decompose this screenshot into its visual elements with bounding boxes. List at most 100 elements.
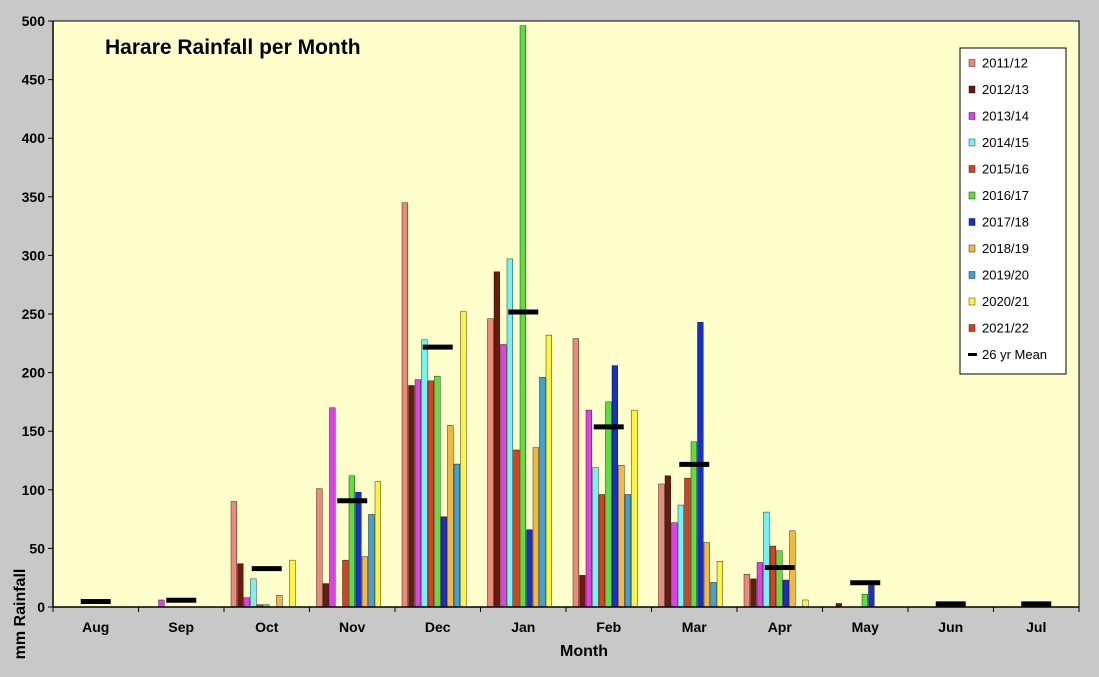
x-tick-label: Jan xyxy=(511,619,535,635)
bar xyxy=(158,599,165,608)
bar xyxy=(750,578,757,608)
bar xyxy=(526,529,533,608)
legend-label: 2012/13 xyxy=(982,82,1029,97)
y-tick-label: 450 xyxy=(22,72,46,88)
y-tick-label: 350 xyxy=(22,189,46,205)
bar xyxy=(447,425,454,608)
x-tick-label: Apr xyxy=(768,619,793,635)
legend-label: 2020/21 xyxy=(982,294,1029,309)
bar xyxy=(355,491,362,608)
legend-swatch xyxy=(968,297,976,306)
legend-swatch xyxy=(968,112,976,120)
bar xyxy=(677,504,684,608)
y-tick-label: 50 xyxy=(29,540,45,556)
legend-swatch xyxy=(968,59,976,67)
legend-label: 2017/18 xyxy=(982,215,1029,230)
bar xyxy=(230,501,237,608)
bar xyxy=(237,563,244,608)
x-tick-label: Sep xyxy=(168,619,194,635)
bar xyxy=(532,447,539,608)
bar xyxy=(401,202,408,608)
legend-swatch xyxy=(968,85,976,94)
bar xyxy=(440,516,447,608)
legend-swatch xyxy=(968,138,976,147)
bar xyxy=(618,464,625,608)
bar xyxy=(782,579,789,608)
bar xyxy=(703,542,710,608)
bar xyxy=(592,467,599,608)
x-axis: Aug Sep Oct Nov Dec Jan Feb Mar Apr May Jun Jul xyxy=(52,607,1080,635)
bar xyxy=(513,449,520,608)
legend-swatch xyxy=(968,218,976,226)
bar xyxy=(421,339,428,608)
x-tick-label: May xyxy=(852,619,879,635)
bar xyxy=(598,494,605,608)
y-tick-label: 0 xyxy=(37,599,45,615)
x-tick-label: Nov xyxy=(339,619,366,635)
bar xyxy=(348,475,355,608)
bar xyxy=(493,271,500,608)
legend-swatch xyxy=(968,271,976,279)
bar xyxy=(756,562,763,608)
bar xyxy=(710,582,717,608)
bar xyxy=(434,375,441,608)
bar xyxy=(539,377,546,608)
x-tick-label: Dec xyxy=(425,619,451,635)
bar xyxy=(316,488,323,608)
bar xyxy=(414,379,421,608)
y-tick-label: 250 xyxy=(22,306,46,322)
bar xyxy=(276,595,283,608)
bar xyxy=(861,593,868,608)
bar xyxy=(368,514,375,608)
legend-label: 26 yr Mean xyxy=(982,347,1047,362)
legend-swatch xyxy=(968,165,976,173)
bar xyxy=(605,401,612,608)
y-axis: 0 50 100 150 200 250 300 350 400 450 500 xyxy=(22,13,53,615)
bar xyxy=(250,578,257,608)
bar xyxy=(487,318,494,608)
bar xyxy=(658,483,665,608)
legend-label: 2014/15 xyxy=(982,135,1029,150)
bar xyxy=(572,338,579,608)
legend-label: 2021/22 xyxy=(982,321,1029,336)
legend-swatch xyxy=(968,244,976,253)
y-tick-label: 500 xyxy=(22,13,46,29)
x-tick-label: Oct xyxy=(255,619,279,635)
bar xyxy=(322,583,329,608)
y-tick-label: 200 xyxy=(22,365,46,381)
bar xyxy=(743,573,750,608)
bar xyxy=(408,385,415,608)
bar xyxy=(664,475,671,608)
bar xyxy=(631,409,638,608)
bar xyxy=(684,477,691,608)
bar xyxy=(802,599,809,608)
chart-title: Harare Rainfall per Month xyxy=(105,36,361,59)
bar xyxy=(545,334,552,608)
legend-label: 2015/16 xyxy=(982,162,1029,177)
y-tick-label: 150 xyxy=(22,423,46,439)
x-tick-label: Feb xyxy=(596,619,621,635)
x-tick-label: Jun xyxy=(938,619,963,635)
plot-area xyxy=(52,20,1080,608)
bar xyxy=(289,559,296,608)
bar xyxy=(579,575,586,608)
legend-swatch xyxy=(968,191,976,200)
y-tick-label: 400 xyxy=(22,130,46,146)
bar xyxy=(500,344,507,608)
bar xyxy=(374,481,381,608)
legend-swatch xyxy=(968,324,976,332)
legend-label: 2011/12 xyxy=(982,56,1028,71)
bar xyxy=(361,556,368,608)
bar xyxy=(519,25,526,608)
legend-label: 2013/14 xyxy=(982,109,1029,124)
legend-label: 2019/20 xyxy=(982,268,1029,283)
bar xyxy=(769,545,776,608)
bar xyxy=(243,597,250,608)
x-tick-label: Mar xyxy=(682,619,707,635)
mean-markers xyxy=(80,309,1052,607)
bar xyxy=(453,463,460,608)
bar xyxy=(342,559,349,608)
bar xyxy=(329,407,336,608)
bar xyxy=(585,409,592,608)
